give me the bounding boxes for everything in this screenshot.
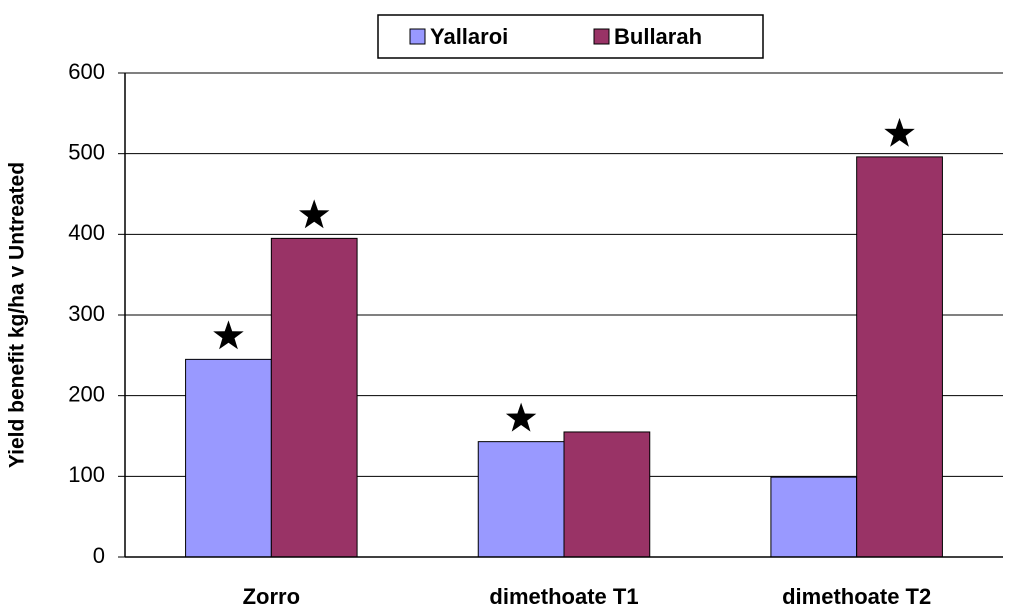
bar bbox=[856, 156, 943, 558]
bar bbox=[185, 358, 272, 558]
significance-star bbox=[299, 199, 330, 229]
legend-label: Bullarah bbox=[614, 24, 702, 49]
x-tick-label: dimethoate T2 bbox=[782, 584, 931, 609]
bar bbox=[270, 237, 358, 558]
bar bbox=[563, 431, 651, 558]
legend-box bbox=[377, 14, 764, 59]
legend-swatch bbox=[409, 28, 426, 45]
y-tick-label: 300 bbox=[68, 301, 105, 326]
x-tick-label: dimethoate T1 bbox=[489, 584, 638, 609]
y-tick-label: 200 bbox=[68, 381, 105, 406]
legend-swatch bbox=[593, 28, 610, 45]
bar bbox=[477, 441, 565, 558]
y-axis-label: Yield benefit kg/ha v Untreated bbox=[6, 162, 29, 468]
x-tick-label: Zorro bbox=[243, 584, 300, 609]
significance-star bbox=[884, 117, 915, 147]
y-tick-label: 400 bbox=[68, 220, 105, 245]
y-tick-label: 500 bbox=[68, 139, 105, 164]
y-tick-label: 100 bbox=[68, 462, 105, 487]
significance-star bbox=[213, 320, 244, 350]
legend-label: Yallaroi bbox=[430, 24, 508, 49]
y-tick-label: 600 bbox=[68, 59, 105, 84]
bar bbox=[770, 476, 858, 558]
significance-star bbox=[505, 402, 537, 432]
y-tick-label: 0 bbox=[93, 543, 105, 568]
